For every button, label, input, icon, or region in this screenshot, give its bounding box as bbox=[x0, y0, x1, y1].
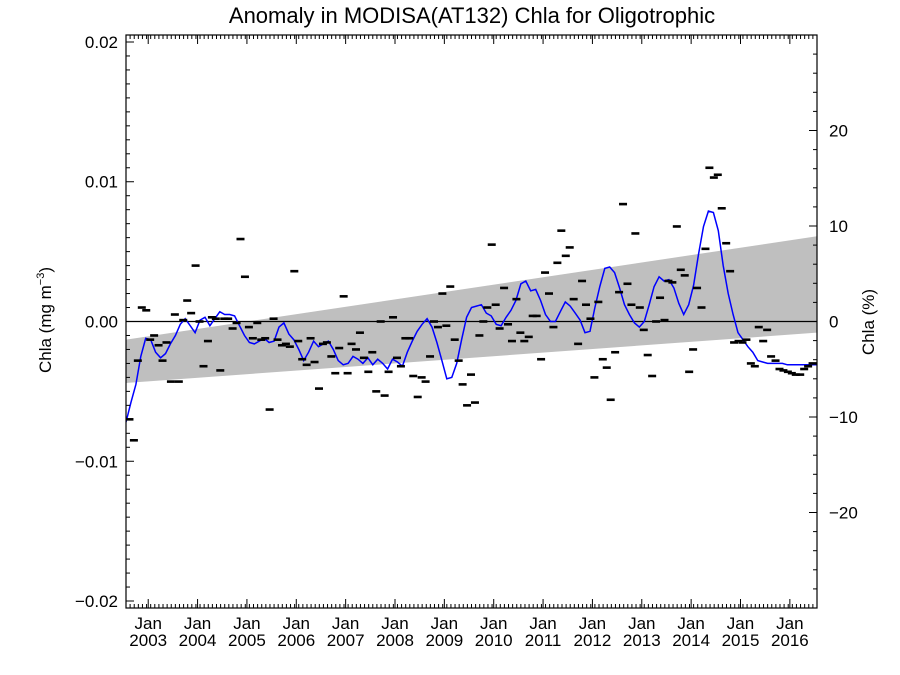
y-axis-label: Chla (mg m−3) bbox=[35, 267, 55, 373]
y-tick-label: −0.01 bbox=[75, 452, 118, 471]
x-tick-month-label: Jan bbox=[332, 614, 359, 633]
anomaly-line bbox=[126, 210, 817, 423]
x-tick-month-label: Jan bbox=[677, 614, 704, 633]
y2-tick-label: −20 bbox=[829, 504, 858, 523]
x-tick-year-label: 2009 bbox=[425, 631, 463, 650]
x-tick-year-label: 2013 bbox=[623, 631, 661, 650]
x-tick-month-label: Jan bbox=[776, 614, 803, 633]
y2-tick-label: 10 bbox=[829, 217, 848, 236]
y-axis-label-superscript: −3 bbox=[35, 273, 47, 286]
x-tick-year-label: 2014 bbox=[672, 631, 710, 650]
x-tick-month-label: Jan bbox=[233, 614, 260, 633]
x-tick-year-label: 2010 bbox=[475, 631, 513, 650]
plot-area bbox=[126, 166, 817, 442]
x-tick-year-label: 2004 bbox=[179, 631, 217, 650]
axes: −0.02−0.010.000.010.02−20−1001020Jan2003… bbox=[75, 33, 858, 650]
y2-axis-label: Chla (%) bbox=[859, 289, 878, 355]
y-axis-label-close: ) bbox=[36, 267, 55, 273]
x-tick-year-label: 2011 bbox=[525, 631, 562, 650]
y2-tick-label: −10 bbox=[829, 408, 858, 427]
y-tick-label: −0.02 bbox=[75, 592, 118, 611]
x-tick-month-label: Jan bbox=[431, 614, 458, 633]
x-tick-year-label: 2015 bbox=[722, 631, 760, 650]
x-tick-year-label: 2006 bbox=[277, 631, 315, 650]
x-tick-month-label: Jan bbox=[727, 614, 754, 633]
y2-tick-label: 0 bbox=[829, 313, 838, 332]
x-tick-month-label: Jan bbox=[381, 614, 408, 633]
x-tick-year-label: 2007 bbox=[327, 631, 365, 650]
y2-tick-label: 20 bbox=[829, 122, 848, 141]
x-tick-year-label: 2012 bbox=[574, 631, 612, 650]
x-tick-month-label: Jan bbox=[480, 614, 507, 633]
x-tick-month-label: Jan bbox=[184, 614, 211, 633]
x-tick-month-label: Jan bbox=[628, 614, 655, 633]
y-tick-label: 0.00 bbox=[85, 313, 118, 332]
x-tick-year-label: 2016 bbox=[771, 631, 809, 650]
x-tick-month-label: Jan bbox=[134, 614, 161, 633]
x-tick-year-label: 2005 bbox=[228, 631, 266, 650]
x-tick-month-label: Jan bbox=[529, 614, 556, 633]
x-tick-month-label: Jan bbox=[283, 614, 310, 633]
y-tick-label: 0.02 bbox=[85, 33, 118, 52]
y-tick-label: 0.01 bbox=[85, 173, 118, 192]
x-tick-month-label: Jan bbox=[579, 614, 606, 633]
trend-band bbox=[126, 236, 817, 383]
x-tick-year-label: 2003 bbox=[129, 631, 167, 650]
chart-title: Anomaly in MODISA(AT132) Chla for Oligot… bbox=[229, 3, 715, 28]
x-tick-year-label: 2008 bbox=[376, 631, 414, 650]
